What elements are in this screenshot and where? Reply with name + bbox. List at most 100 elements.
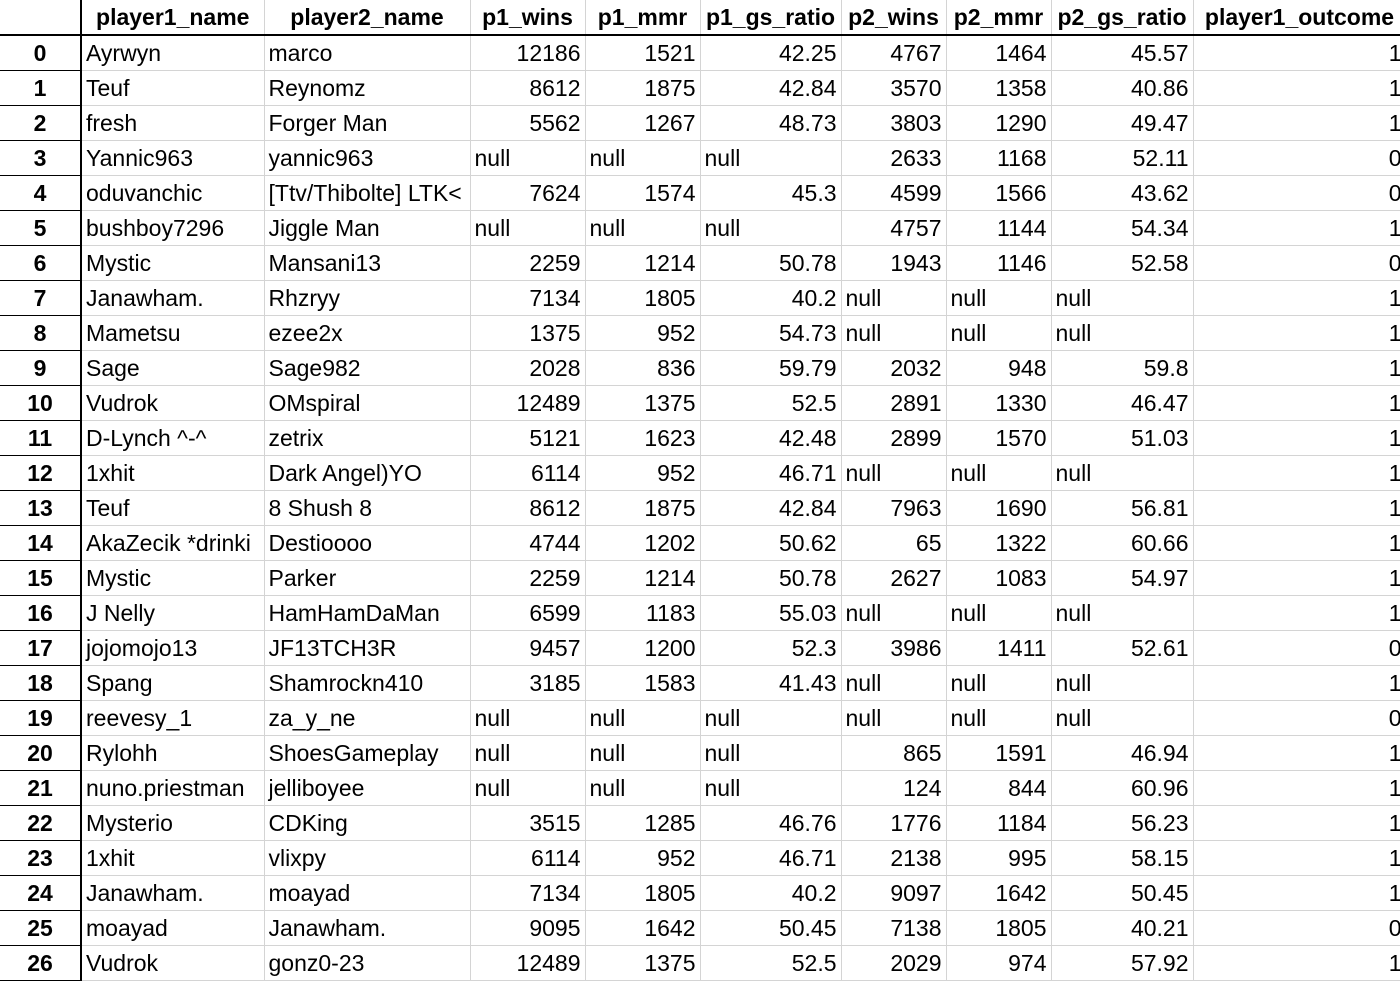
cell-player2-name[interactable]: zetrix [264, 420, 471, 456]
cell-player2-name[interactable]: Reynomz [264, 70, 471, 106]
cell-player1-name[interactable]: nuno.priestman [81, 770, 265, 806]
cell-p1-wins[interactable]: 7134 [470, 280, 586, 316]
row-index[interactable]: 10 [0, 385, 82, 421]
row-index[interactable]: 25 [0, 910, 82, 946]
cell-p1-gs-ratio[interactable]: 59.79 [700, 350, 842, 386]
row-index[interactable]: 12 [0, 455, 82, 491]
cell-p2-wins[interactable]: 3570 [841, 70, 947, 106]
cell-p1-gs-ratio[interactable]: 41.43 [700, 665, 842, 701]
cell-p2-gs-ratio[interactable]: 52.61 [1051, 630, 1194, 666]
cell-player2-name[interactable]: jelliboyee [264, 770, 471, 806]
cell-p1-gs-ratio[interactable]: 54.73 [700, 315, 842, 351]
row-index[interactable]: 3 [0, 140, 82, 176]
cell-p2-mmr[interactable]: 1642 [946, 875, 1052, 911]
cell-p1-gs-ratio[interactable]: 40.2 [700, 280, 842, 316]
cell-p2-wins[interactable]: null [841, 595, 947, 631]
cell-p1-mmr[interactable]: null [585, 700, 701, 736]
cell-player1-outcome[interactable]: 0 [1193, 175, 1400, 211]
cell-p1-gs-ratio[interactable]: null [700, 210, 842, 246]
column-header-p2-mmr[interactable]: p2_mmr [946, 0, 1052, 36]
cell-p1-wins[interactable]: null [470, 210, 586, 246]
row-index[interactable]: 23 [0, 840, 82, 876]
cell-p2-mmr[interactable]: 1144 [946, 210, 1052, 246]
cell-player1-name[interactable]: oduvanchic [81, 175, 265, 211]
cell-p1-mmr[interactable]: null [585, 735, 701, 771]
cell-player1-outcome[interactable]: 1 [1193, 665, 1400, 701]
cell-p2-wins[interactable]: 1776 [841, 805, 947, 841]
cell-player2-name[interactable]: Sage982 [264, 350, 471, 386]
cell-p2-wins[interactable]: 2899 [841, 420, 947, 456]
cell-p1-wins[interactable]: null [470, 735, 586, 771]
cell-p2-wins[interactable]: 1943 [841, 245, 947, 281]
cell-p2-mmr[interactable]: 1566 [946, 175, 1052, 211]
cell-player1-outcome[interactable]: 0 [1193, 140, 1400, 176]
cell-player1-outcome[interactable]: 1 [1193, 525, 1400, 561]
cell-p2-mmr[interactable]: null [946, 700, 1052, 736]
cell-player2-name[interactable]: JF13TCH3R [264, 630, 471, 666]
cell-p2-gs-ratio[interactable]: 54.34 [1051, 210, 1194, 246]
cell-p2-wins[interactable]: 2029 [841, 945, 947, 981]
cell-p2-wins[interactable]: 7963 [841, 490, 947, 526]
row-index[interactable]: 15 [0, 560, 82, 596]
cell-p1-wins[interactable]: 5121 [470, 420, 586, 456]
cell-player1-name[interactable]: fresh [81, 105, 265, 141]
cell-p1-gs-ratio[interactable]: 50.45 [700, 910, 842, 946]
cell-player1-name[interactable]: Vudrok [81, 945, 265, 981]
cell-player1-name[interactable]: D-Lynch ^-^ [81, 420, 265, 456]
cell-p1-mmr[interactable]: 1267 [585, 105, 701, 141]
cell-p1-gs-ratio[interactable]: 46.71 [700, 840, 842, 876]
cell-p1-wins[interactable]: 6599 [470, 595, 586, 631]
cell-p2-wins[interactable]: 4767 [841, 35, 947, 71]
cell-p1-wins[interactable]: 7624 [470, 175, 586, 211]
cell-player1-name[interactable]: Mysterio [81, 805, 265, 841]
row-index[interactable]: 7 [0, 280, 82, 316]
cell-p2-wins[interactable]: 3986 [841, 630, 947, 666]
cell-player1-name[interactable]: Janawham. [81, 280, 265, 316]
cell-p2-mmr[interactable]: null [946, 455, 1052, 491]
row-index[interactable]: 2 [0, 105, 82, 141]
cell-p2-mmr[interactable]: null [946, 315, 1052, 351]
cell-p2-gs-ratio[interactable]: 50.45 [1051, 875, 1194, 911]
cell-p1-mmr[interactable]: 952 [585, 840, 701, 876]
cell-p1-mmr[interactable]: 1214 [585, 245, 701, 281]
row-index[interactable]: 16 [0, 595, 82, 631]
cell-p1-wins[interactable]: 6114 [470, 840, 586, 876]
cell-player1-name[interactable]: Mystic [81, 245, 265, 281]
cell-p1-wins[interactable]: 4744 [470, 525, 586, 561]
cell-p2-wins[interactable]: 2891 [841, 385, 947, 421]
cell-p2-gs-ratio[interactable]: 43.62 [1051, 175, 1194, 211]
cell-p2-gs-ratio[interactable]: null [1051, 700, 1194, 736]
cell-p1-gs-ratio[interactable]: 45.3 [700, 175, 842, 211]
cell-player1-name[interactable]: reevesy_1 [81, 700, 265, 736]
cell-p2-wins[interactable]: 124 [841, 770, 947, 806]
cell-p1-mmr[interactable]: 1214 [585, 560, 701, 596]
cell-p2-wins[interactable]: 2032 [841, 350, 947, 386]
cell-p1-mmr[interactable]: 1642 [585, 910, 701, 946]
cell-p2-gs-ratio[interactable]: null [1051, 665, 1194, 701]
cell-p1-wins[interactable]: null [470, 770, 586, 806]
cell-p2-mmr[interactable]: 1464 [946, 35, 1052, 71]
cell-player1-outcome[interactable]: 1 [1193, 70, 1400, 106]
cell-p2-wins[interactable]: 2633 [841, 140, 947, 176]
cell-p2-gs-ratio[interactable]: 54.97 [1051, 560, 1194, 596]
cell-player1-outcome[interactable]: 1 [1193, 945, 1400, 981]
cell-p2-wins[interactable]: 7138 [841, 910, 947, 946]
cell-player1-outcome[interactable]: 1 [1193, 35, 1400, 71]
cell-p1-gs-ratio[interactable]: null [700, 700, 842, 736]
cell-player2-name[interactable]: 8 Shush 8 [264, 490, 471, 526]
cell-player1-outcome[interactable]: 1 [1193, 560, 1400, 596]
row-index[interactable]: 8 [0, 315, 82, 351]
row-index[interactable]: 18 [0, 665, 82, 701]
cell-p2-gs-ratio[interactable]: 58.15 [1051, 840, 1194, 876]
cell-p2-mmr[interactable]: 1168 [946, 140, 1052, 176]
cell-p1-wins[interactable]: 9095 [470, 910, 586, 946]
cell-p1-gs-ratio[interactable]: 50.78 [700, 245, 842, 281]
cell-p2-gs-ratio[interactable]: null [1051, 455, 1194, 491]
cell-player2-name[interactable]: Parker [264, 560, 471, 596]
cell-player1-name[interactable]: Janawham. [81, 875, 265, 911]
row-index[interactable]: 6 [0, 245, 82, 281]
cell-p2-gs-ratio[interactable]: 52.11 [1051, 140, 1194, 176]
cell-p1-mmr[interactable]: 1875 [585, 70, 701, 106]
cell-p2-wins[interactable]: 4599 [841, 175, 947, 211]
column-header-p2-gs-ratio[interactable]: p2_gs_ratio [1051, 0, 1194, 36]
